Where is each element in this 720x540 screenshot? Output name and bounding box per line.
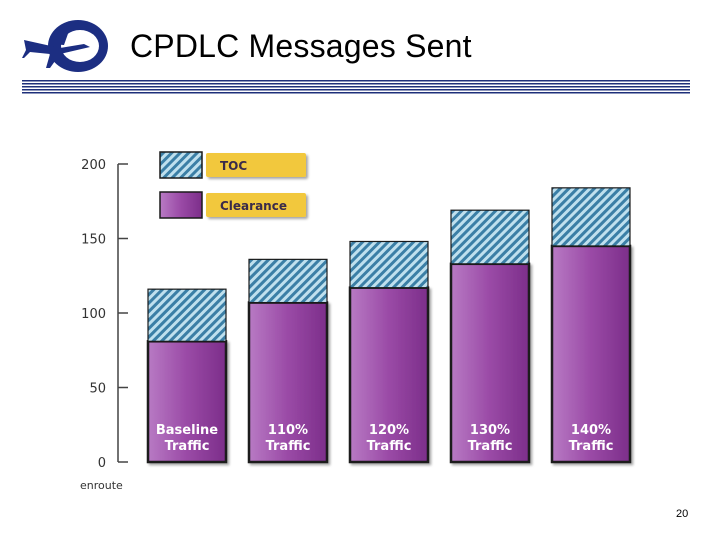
legend-toc-swatch	[159, 151, 203, 179]
bar-clearance	[550, 244, 632, 464]
legend-toc-label: TOC	[220, 159, 247, 173]
slide-title: CPDLC Messages Sent	[130, 28, 472, 64]
y-tick-label: 0	[98, 456, 106, 471]
y-tick-label: 150	[81, 233, 106, 248]
legend-clearance-box	[206, 193, 306, 217]
airline-logo	[22, 20, 108, 72]
category-label: Traffic	[569, 439, 614, 454]
bar-toc	[551, 187, 631, 247]
category-label: 130%	[470, 423, 510, 438]
category-label: 120%	[369, 423, 409, 438]
bar-clearance	[449, 262, 531, 464]
category-label: Traffic	[468, 439, 513, 454]
footer-label: enroute	[80, 479, 123, 492]
y-tick-label: 200	[81, 158, 106, 173]
title-divider	[22, 80, 690, 94]
category-label: Traffic	[165, 439, 210, 454]
category-label: Traffic	[367, 439, 412, 454]
legend-clearance-swatch	[159, 191, 203, 219]
bar-toc	[248, 258, 328, 304]
legend-toc-box	[206, 153, 306, 177]
legend-clearance-label: Clearance	[220, 199, 287, 213]
category-label: 140%	[571, 423, 611, 438]
y-tick-label: 50	[89, 382, 106, 397]
bar-toc	[349, 240, 429, 289]
category-label: Traffic	[266, 439, 311, 454]
bar-toc	[450, 209, 530, 265]
y-tick-label: 100	[81, 307, 106, 322]
category-label: Baseline	[156, 423, 218, 438]
bar-toc	[147, 288, 227, 342]
category-label: 110%	[268, 423, 308, 438]
page-number: 20	[676, 508, 689, 520]
